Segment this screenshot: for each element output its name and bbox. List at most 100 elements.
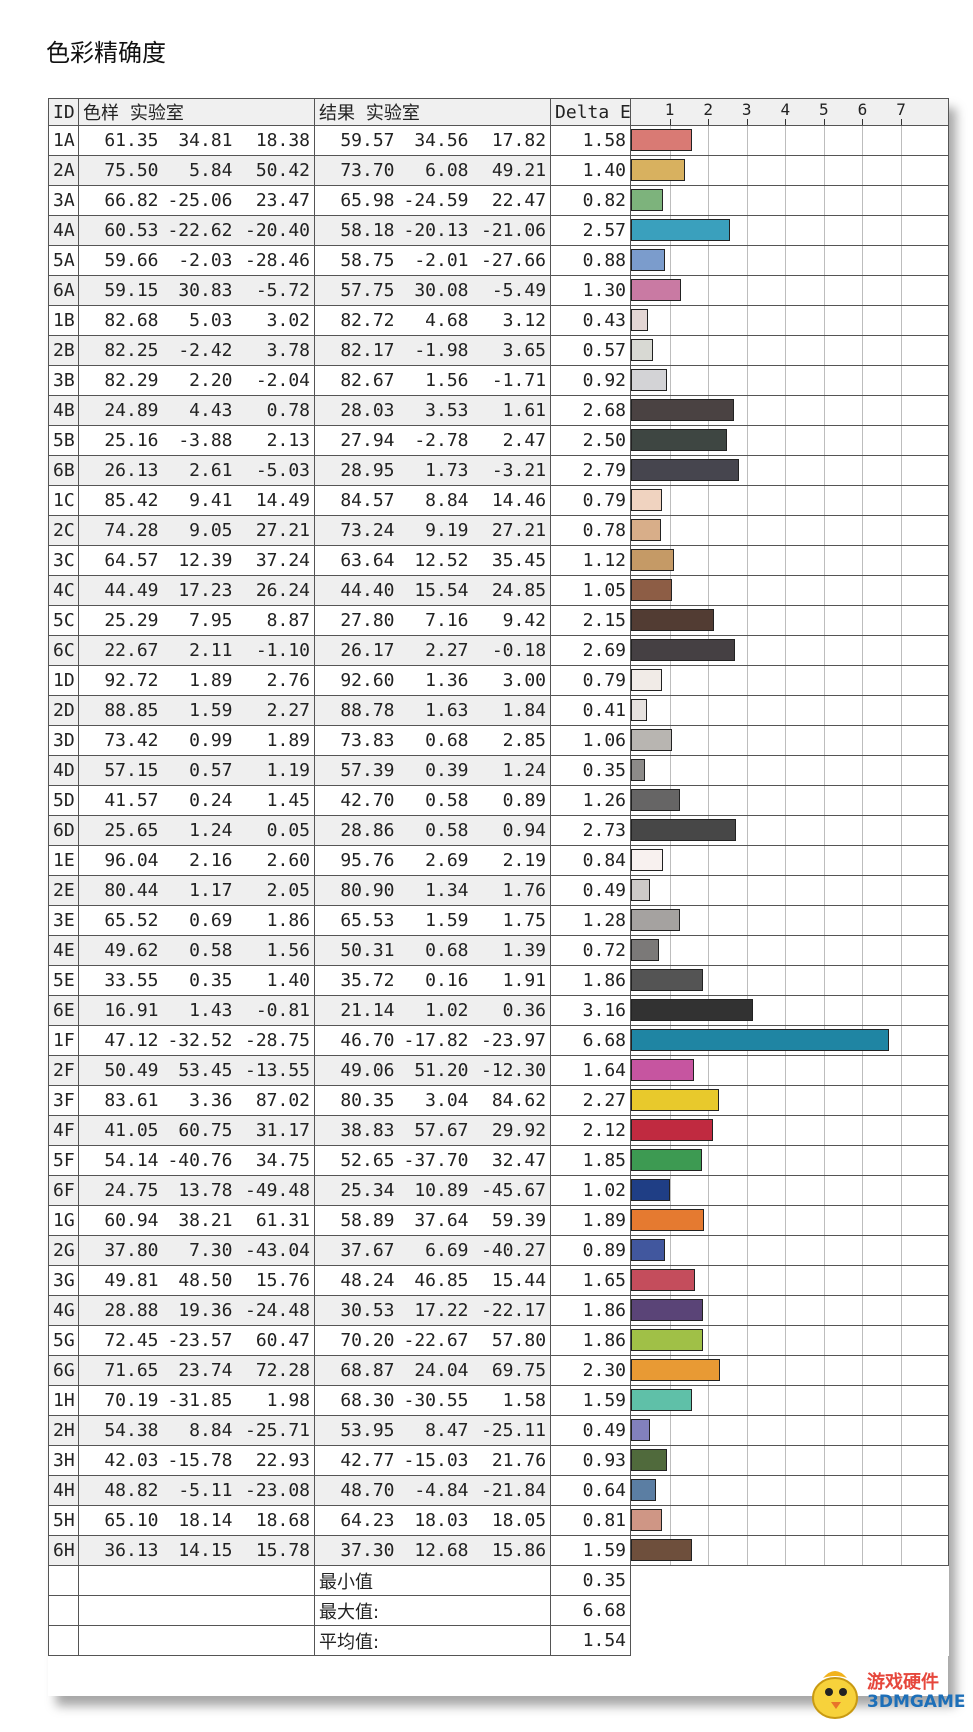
gridline [901, 846, 903, 875]
result-lab-value: 24.04 [398, 1355, 473, 1386]
gridline [862, 396, 864, 425]
gridline [862, 936, 864, 965]
gridline [862, 1206, 864, 1235]
delta-e-value: 3.16 [550, 995, 632, 1026]
axis-tick-label: 1 [664, 100, 675, 119]
gridline [823, 606, 825, 635]
delta-e-bar [631, 189, 663, 211]
sample-id: 5A [48, 245, 79, 276]
delta-e-bar-cell [630, 935, 950, 966]
gridline [823, 756, 825, 785]
gridline [901, 1176, 903, 1205]
sample-id: 6A [48, 275, 79, 306]
axis-tick-label: 7 [896, 100, 906, 119]
result-lab-value: 26.17 [314, 635, 399, 666]
gridline [708, 156, 710, 185]
delta-e-bar [631, 1299, 703, 1321]
gridline [823, 486, 825, 515]
gridline [785, 1386, 787, 1415]
result-lab-value: 1.73 [398, 455, 473, 486]
sample-lab-value: 15.76 [236, 1265, 316, 1296]
result-lab-value: 28.95 [314, 455, 399, 486]
gridline [746, 546, 748, 575]
result-lab-value: 59.57 [314, 125, 399, 156]
gridline [746, 276, 748, 305]
result-lab-value: -22.17 [472, 1295, 552, 1326]
sample-lab-value: 18.14 [162, 1505, 237, 1536]
delta-e-value: 2.57 [550, 215, 632, 246]
gridline [823, 1446, 825, 1475]
gridline [746, 1146, 748, 1175]
sample-lab-value: -40.76 [162, 1145, 237, 1176]
sample-lab-value: 73.42 [78, 725, 163, 756]
gridline [708, 1206, 710, 1235]
delta-e-value: 1.12 [550, 545, 632, 576]
delta-e-value: 1.59 [550, 1535, 632, 1566]
delta-e-bar-cell [630, 1535, 950, 1566]
gridline [901, 426, 903, 455]
sample-lab-value: 82.25 [78, 335, 163, 366]
gridline [746, 1506, 748, 1535]
gridline [785, 696, 787, 725]
delta-e-bar-cell [630, 1475, 950, 1506]
gridline [785, 1116, 787, 1145]
result-lab-value: 1.36 [398, 665, 473, 696]
sample-lab-value: 0.35 [162, 965, 237, 996]
gridline [823, 186, 825, 215]
gridline [901, 516, 903, 545]
sample-lab-value: 1.89 [236, 725, 316, 756]
sample-id: 6E [48, 995, 79, 1026]
gridline [785, 1176, 787, 1205]
sample-lab-value: 2.61 [162, 455, 237, 486]
delta-e-bar [631, 939, 659, 961]
gridline [785, 1086, 787, 1115]
gridline [823, 696, 825, 725]
gridline [785, 1296, 787, 1325]
stat-label: 平均值: [314, 1625, 552, 1656]
gridline [785, 846, 787, 875]
result-lab-value: 0.39 [398, 755, 473, 786]
gridline [862, 606, 864, 635]
sample-lab-value: 33.55 [78, 965, 163, 996]
delta-e-value: 1.28 [550, 905, 632, 936]
result-lab-value: 3.53 [398, 395, 473, 426]
sample-lab-value: 82.29 [78, 365, 163, 396]
result-lab-value: -45.67 [472, 1175, 552, 1206]
sample-lab-value: 5.84 [162, 155, 237, 186]
delta-e-value: 0.81 [550, 1505, 632, 1536]
delta-e-bar-cell [630, 1265, 950, 1296]
result-lab-value: 1.39 [472, 935, 552, 966]
sample-lab-value: 34.75 [236, 1145, 316, 1176]
table-row: 5B 25.16 -3.88 2.13 27.94 -2.78 2.47 2.50 [48, 425, 950, 456]
delta-e-bar-cell [630, 1295, 950, 1326]
gridline [823, 636, 825, 665]
gridline [862, 666, 864, 695]
gridline [708, 1506, 710, 1535]
gridline [785, 1326, 787, 1355]
sample-lab-value: 54.38 [78, 1415, 163, 1446]
gridline [901, 186, 903, 215]
gridline [901, 876, 903, 905]
gridline [746, 1446, 748, 1475]
result-lab-value: 57.39 [314, 755, 399, 786]
result-lab-value: 53.95 [314, 1415, 399, 1446]
gridline [785, 456, 787, 485]
result-lab-value: 7.16 [398, 605, 473, 636]
sample-lab-value: 37.24 [236, 545, 316, 576]
sample-lab-value: -25.71 [236, 1415, 316, 1446]
sample-lab-value: 53.45 [162, 1055, 237, 1086]
sample-id: 5F [48, 1145, 79, 1176]
delta-e-bar-cell [630, 515, 950, 546]
result-lab-value: 1.76 [472, 875, 552, 906]
sample-lab-value: -2.03 [162, 245, 237, 276]
result-lab-value: 0.36 [472, 995, 552, 1026]
gridline [746, 1116, 748, 1145]
delta-e-bar [631, 1209, 704, 1231]
sample-id: 6G [48, 1355, 79, 1386]
delta-e-value: 2.15 [550, 605, 632, 636]
result-lab-value: -21.06 [472, 215, 552, 246]
table-row: 4A 60.53 -22.62 -20.40 58.18 -20.13 -21.06 2.57 [48, 215, 950, 246]
delta-e-value: 6.68 [550, 1025, 632, 1056]
sample-lab-value: 48.50 [162, 1265, 237, 1296]
result-lab-value: -2.01 [398, 245, 473, 276]
